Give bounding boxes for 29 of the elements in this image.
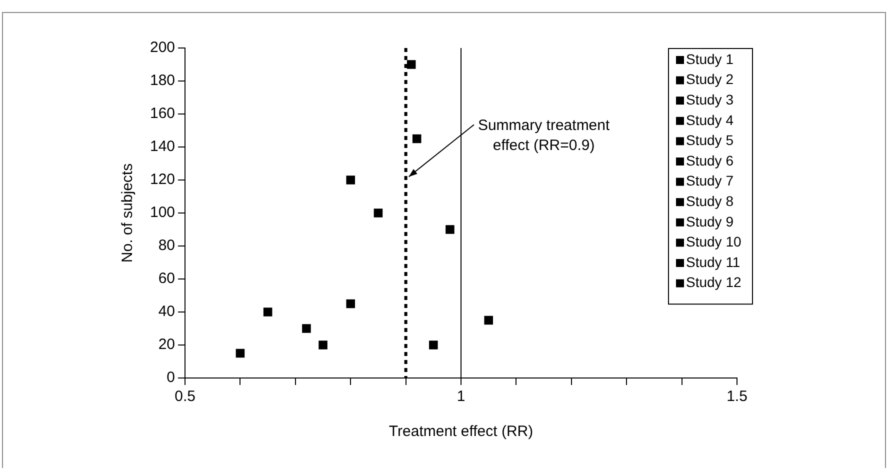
y-tick-label: 80: [158, 237, 176, 254]
y-tick-label: 160: [150, 105, 176, 122]
legend-label: Study 10: [686, 234, 742, 250]
legend-label: Study 3: [686, 91, 734, 108]
y-tick-label: 120: [150, 171, 176, 188]
y-tick-label: 200: [150, 39, 176, 56]
legend-label: Study 8: [686, 192, 734, 209]
y-tick-label: 140: [150, 138, 176, 156]
y-tick-label: 60: [158, 270, 176, 288]
legend-label: Study 4: [686, 112, 734, 128]
legend-label: Study 6: [686, 152, 734, 168]
x-tick-label: 0.5: [174, 388, 196, 406]
legend-label: Study 9: [686, 213, 734, 230]
y-tick-label: 20: [158, 336, 176, 354]
legend-label: Study 1: [686, 50, 734, 67]
y-axis-title: No. of subjects: [119, 163, 136, 263]
y-tick-label: 100: [150, 204, 176, 222]
legend-label: Study 12: [686, 274, 742, 290]
legend-label: Study 5: [686, 132, 734, 148]
x-axis-title: Treatment effect (RR): [388, 423, 534, 440]
legend-label: Study 11: [686, 254, 740, 270]
y-tick-label: 0: [166, 369, 176, 386]
y-tick-label: 180: [150, 72, 176, 90]
x-tick-label: 1: [456, 388, 466, 406]
legend-label: Study 7: [686, 172, 734, 189]
x-tick-label: 1.5: [726, 388, 748, 406]
annotation: Summary treatment effect (RR=0.9): [478, 116, 610, 154]
legend-label: Study 2: [686, 71, 734, 88]
y-tick-label: 40: [158, 303, 176, 320]
